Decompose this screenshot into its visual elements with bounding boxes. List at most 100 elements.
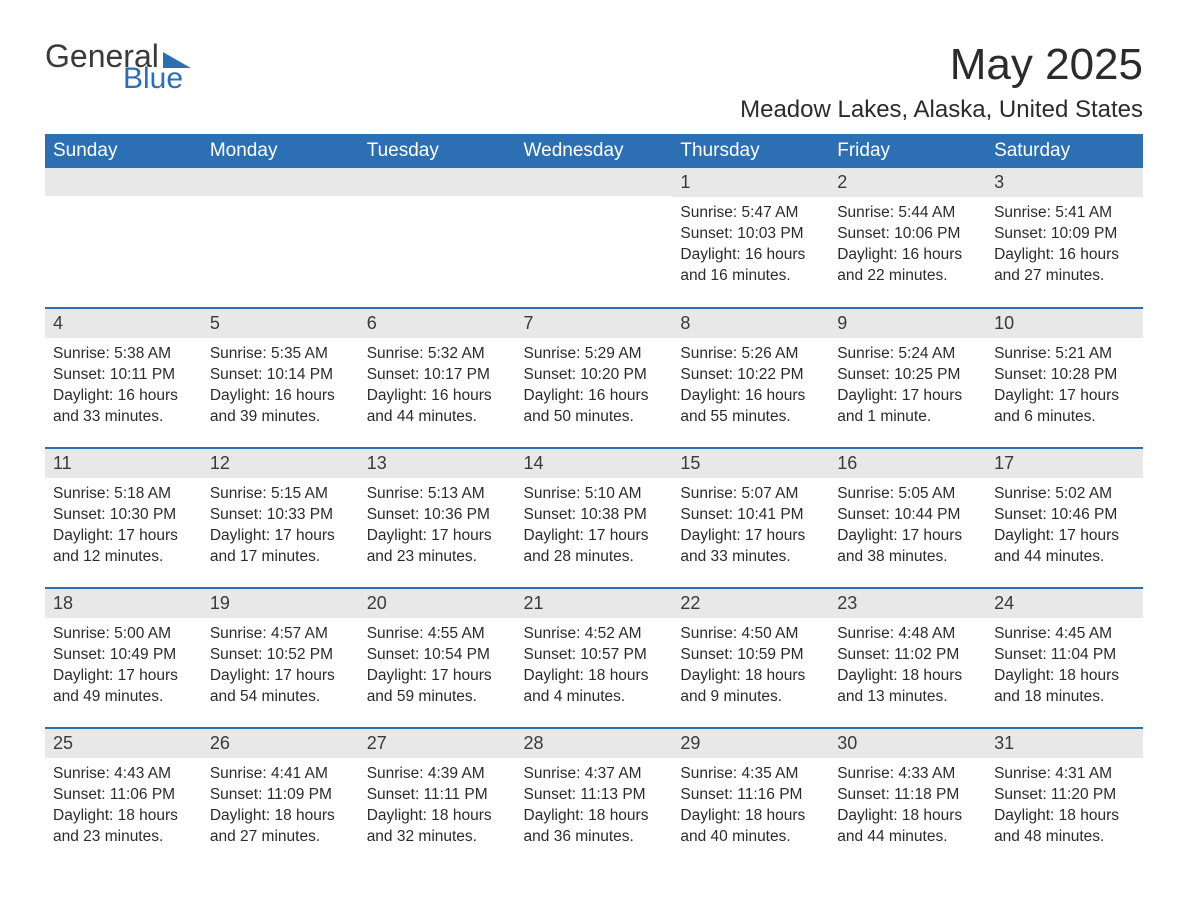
sunrise-text: Sunrise: 4:33 AM: [837, 764, 978, 785]
daylight-text: Daylight: 16 hours and 55 minutes.: [680, 386, 821, 428]
day-body: Sunrise: 4:45 AMSunset: 11:04 PMDaylight…: [986, 618, 1143, 714]
sunrise-text: Sunrise: 4:55 AM: [367, 624, 508, 645]
day-number: 7: [516, 309, 673, 338]
daylight-text: Daylight: 16 hours and 27 minutes.: [994, 245, 1135, 287]
sunset-text: Sunset: 10:41 PM: [680, 505, 821, 526]
day-body: Sunrise: 5:18 AMSunset: 10:30 PMDaylight…: [45, 478, 202, 574]
day-number: 17: [986, 449, 1143, 478]
sunrise-text: Sunrise: 5:24 AM: [837, 344, 978, 365]
sunset-text: Sunset: 10:46 PM: [994, 505, 1135, 526]
sunrise-text: Sunrise: 5:05 AM: [837, 484, 978, 505]
sunset-text: Sunset: 11:11 PM: [367, 785, 508, 806]
daylight-text: Daylight: 18 hours and 44 minutes.: [837, 806, 978, 848]
day-number: 25: [45, 729, 202, 758]
calendar-day-cell: 16Sunrise: 5:05 AMSunset: 10:44 PMDaylig…: [829, 448, 986, 588]
day-number: 13: [359, 449, 516, 478]
sunset-text: Sunset: 11:13 PM: [524, 785, 665, 806]
calendar-day-cell: 8Sunrise: 5:26 AMSunset: 10:22 PMDayligh…: [672, 308, 829, 448]
daylight-text: Daylight: 17 hours and 44 minutes.: [994, 526, 1135, 568]
day-body: Sunrise: 4:33 AMSunset: 11:18 PMDaylight…: [829, 758, 986, 854]
sunset-text: Sunset: 10:36 PM: [367, 505, 508, 526]
day-number: 10: [986, 309, 1143, 338]
day-number: 11: [45, 449, 202, 478]
daylight-text: Daylight: 18 hours and 27 minutes.: [210, 806, 351, 848]
sunrise-text: Sunrise: 4:43 AM: [53, 764, 194, 785]
calendar-row: 18Sunrise: 5:00 AMSunset: 10:49 PMDaylig…: [45, 588, 1143, 728]
sunset-text: Sunset: 11:09 PM: [210, 785, 351, 806]
sunrise-text: Sunrise: 4:35 AM: [680, 764, 821, 785]
calendar-table: SundayMondayTuesdayWednesdayThursdayFrid…: [45, 134, 1143, 868]
daylight-text: Daylight: 17 hours and 54 minutes.: [210, 666, 351, 708]
day-number: [359, 168, 516, 196]
calendar-row: 25Sunrise: 4:43 AMSunset: 11:06 PMDaylig…: [45, 728, 1143, 868]
day-header: Monday: [202, 134, 359, 168]
daylight-text: Daylight: 17 hours and 28 minutes.: [524, 526, 665, 568]
day-body: Sunrise: 5:13 AMSunset: 10:36 PMDaylight…: [359, 478, 516, 574]
day-body: Sunrise: 4:31 AMSunset: 11:20 PMDaylight…: [986, 758, 1143, 854]
calendar-day-cell: 5Sunrise: 5:35 AMSunset: 10:14 PMDayligh…: [202, 308, 359, 448]
daylight-text: Daylight: 18 hours and 13 minutes.: [837, 666, 978, 708]
calendar-day-cell: 4Sunrise: 5:38 AMSunset: 10:11 PMDayligh…: [45, 308, 202, 448]
daylight-text: Daylight: 18 hours and 4 minutes.: [524, 666, 665, 708]
calendar-day-cell: 21Sunrise: 4:52 AMSunset: 10:57 PMDaylig…: [516, 588, 673, 728]
sunrise-text: Sunrise: 5:02 AM: [994, 484, 1135, 505]
daylight-text: Daylight: 17 hours and 6 minutes.: [994, 386, 1135, 428]
calendar-day-cell: 17 Sunrise: 5:02 AMSunset: 10:46 PMDaylig…: [986, 448, 1143, 588]
sunset-text: Sunset: 10:20 PM: [524, 365, 665, 386]
sunset-text: Sunset: 10:57 PM: [524, 645, 665, 666]
sunrise-text: Sunrise: 4:50 AM: [680, 624, 821, 645]
sunset-text: Sunset: 10:11 PM: [53, 365, 194, 386]
calendar-day-cell: 27Sunrise: 4:39 AMSunset: 11:11 PMDaylig…: [359, 728, 516, 868]
day-body: Sunrise: 5:29 AMSunset: 10:20 PMDaylight…: [516, 338, 673, 434]
day-number: [45, 168, 202, 196]
day-number: 14: [516, 449, 673, 478]
sunrise-text: Sunrise: 4:39 AM: [367, 764, 508, 785]
day-body: Sunrise: 4:57 AMSunset: 10:52 PMDaylight…: [202, 618, 359, 714]
daylight-text: Daylight: 18 hours and 9 minutes.: [680, 666, 821, 708]
calendar-day-cell: 22Sunrise: 4:50 AMSunset: 10:59 PMDaylig…: [672, 588, 829, 728]
calendar-row: 11Sunrise: 5:18 AMSunset: 10:30 PMDaylig…: [45, 448, 1143, 588]
sunrise-text: Sunrise: 5:38 AM: [53, 344, 194, 365]
daylight-text: Daylight: 16 hours and 50 minutes.: [524, 386, 665, 428]
calendar-day-cell: 20Sunrise: 4:55 AMSunset: 10:54 PMDaylig…: [359, 588, 516, 728]
sunset-text: Sunset: 10:44 PM: [837, 505, 978, 526]
day-body: Sunrise: 5:44 AMSunset: 10:06 PMDaylight…: [829, 197, 986, 293]
day-number: 18: [45, 589, 202, 618]
day-body: Sunrise: 5:15 AMSunset: 10:33 PMDaylight…: [202, 478, 359, 574]
day-body: Sunrise: 5:38 AMSunset: 10:11 PMDaylight…: [45, 338, 202, 434]
daylight-text: Daylight: 18 hours and 23 minutes.: [53, 806, 194, 848]
calendar-day-cell: 11Sunrise: 5:18 AMSunset: 10:30 PMDaylig…: [45, 448, 202, 588]
day-number: 26: [202, 729, 359, 758]
sunrise-text: Sunrise: 5:29 AM: [524, 344, 665, 365]
daylight-text: Daylight: 18 hours and 36 minutes.: [524, 806, 665, 848]
calendar-day-cell: 26Sunrise: 4:41 AMSunset: 11:09 PMDaylig…: [202, 728, 359, 868]
day-number: 16: [829, 449, 986, 478]
sunset-text: Sunset: 11:06 PM: [53, 785, 194, 806]
day-header: Friday: [829, 134, 986, 168]
day-body: Sunrise: 5:35 AMSunset: 10:14 PMDaylight…: [202, 338, 359, 434]
day-number: [516, 168, 673, 196]
daylight-text: Daylight: 17 hours and 1 minute.: [837, 386, 978, 428]
day-body: Sunrise: 5:26 AMSunset: 10:22 PMDaylight…: [672, 338, 829, 434]
calendar-day-cell: 14Sunrise: 5:10 AMSunset: 10:38 PMDaylig…: [516, 448, 673, 588]
sunrise-text: Sunrise: 5:44 AM: [837, 203, 978, 224]
calendar-day-cell: 10Sunrise: 5:21 AMSunset: 10:28 PMDaylig…: [986, 308, 1143, 448]
daylight-text: Daylight: 18 hours and 48 minutes.: [994, 806, 1135, 848]
sunrise-text: Sunrise: 5:41 AM: [994, 203, 1135, 224]
day-number: 27: [359, 729, 516, 758]
sunrise-text: Sunrise: 4:45 AM: [994, 624, 1135, 645]
calendar-empty-cell: [359, 168, 516, 308]
daylight-text: Daylight: 18 hours and 40 minutes.: [680, 806, 821, 848]
sunrise-text: Sunrise: 5:18 AM: [53, 484, 194, 505]
day-body: Sunrise: 4:39 AMSunset: 11:11 PMDaylight…: [359, 758, 516, 854]
sunrise-text: Sunrise: 5:07 AM: [680, 484, 821, 505]
day-header: Saturday: [986, 134, 1143, 168]
day-body: Sunrise: 5:41 AMSunset: 10:09 PMDaylight…: [986, 197, 1143, 293]
calendar-empty-cell: [516, 168, 673, 308]
calendar-day-cell: 18Sunrise: 5:00 AMSunset: 10:49 PMDaylig…: [45, 588, 202, 728]
sunrise-text: Sunrise: 5:00 AM: [53, 624, 194, 645]
sunrise-text: Sunrise: 5:13 AM: [367, 484, 508, 505]
sunset-text: Sunset: 11:16 PM: [680, 785, 821, 806]
calendar-day-cell: 23Sunrise: 4:48 AMSunset: 11:02 PMDaylig…: [829, 588, 986, 728]
day-header: Wednesday: [516, 134, 673, 168]
